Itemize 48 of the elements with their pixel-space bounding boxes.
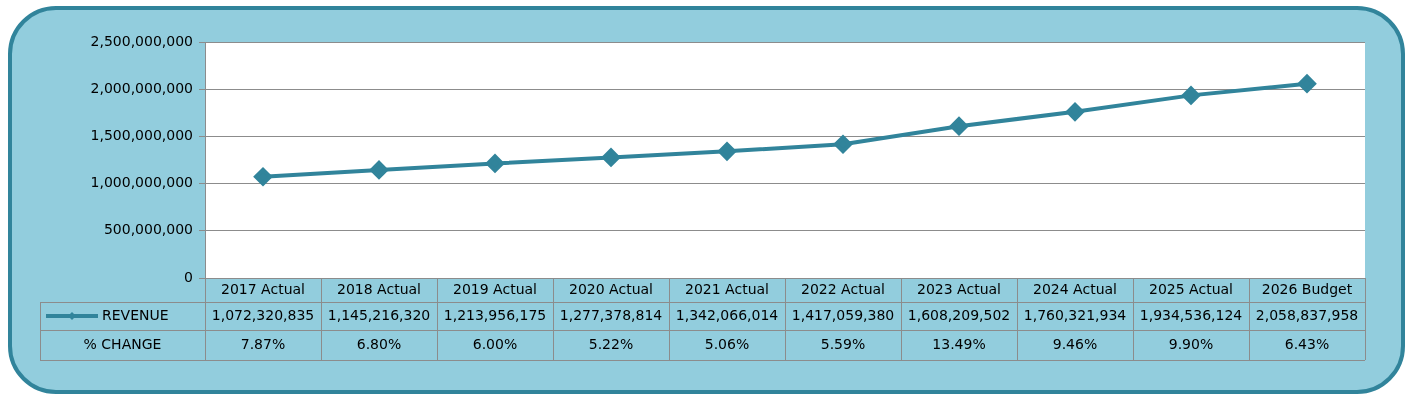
y-tick-label: 2,500,000,000: [90, 32, 193, 49]
x-tick-label: 2026 Budget: [1261, 281, 1353, 298]
point: [370, 160, 388, 179]
x-tick-label: 2024 Actual: [1033, 281, 1117, 298]
x-tick-label: 2025 Actual: [1149, 281, 1233, 298]
y-tick-label: 0: [184, 268, 193, 285]
data-label: 1,608,209,502: [907, 306, 1011, 323]
x-tick-label: 2023 Actual: [917, 281, 1001, 298]
point: [602, 148, 620, 167]
point: [718, 142, 736, 161]
point: [950, 117, 968, 136]
text: 6.00%: [472, 335, 518, 352]
text: 5.22%: [588, 335, 634, 352]
point: [1066, 102, 1084, 121]
y-tick-label: 2,000,000,000: [90, 79, 193, 96]
text: % CHANGE: [83, 335, 162, 352]
data-label: 1,417,059,380: [791, 306, 895, 323]
data-label: 1,342,066,014: [675, 306, 779, 323]
data-label: 1,072,320,835: [211, 306, 315, 323]
text: 5.59%: [820, 335, 866, 352]
text: 6.80%: [356, 335, 402, 352]
point: [254, 167, 272, 186]
point: [486, 154, 504, 173]
y-tick-label: 1,500,000,000: [90, 127, 193, 144]
y-tick-label: 500,000,000: [103, 221, 193, 238]
data-label: 1,760,321,934: [1023, 306, 1127, 323]
x-tick-label: 2020 Actual: [569, 281, 653, 298]
text: 9.46%: [1052, 335, 1098, 352]
x-tick-label: 2021 Actual: [685, 281, 769, 298]
text: 7.87%: [240, 335, 286, 352]
data-label: 1,145,216,320: [327, 306, 431, 323]
x-tick-label: 2017 Actual: [221, 281, 305, 298]
point: [834, 135, 852, 154]
legend-label: REVENUE: [102, 306, 169, 323]
y-tick-label: 1,000,000,000: [90, 174, 193, 191]
text: 9.90%: [1168, 335, 1214, 352]
x-tick-label: 2022 Actual: [801, 281, 885, 298]
x-tick-label: 2019 Actual: [453, 281, 537, 298]
data-label: 1,934,536,124: [1139, 306, 1243, 323]
data-label: 1,213,956,175: [443, 306, 547, 323]
data-label: 2,058,837,958: [1255, 306, 1359, 323]
point: [1298, 74, 1316, 93]
text: 5.06%: [704, 335, 750, 352]
text: 6.43%: [1284, 335, 1330, 352]
data-label: 1,277,378,814: [559, 306, 663, 323]
point: [1182, 86, 1200, 105]
x-tick-label: 2018 Actual: [337, 281, 421, 298]
text: 13.49%: [932, 335, 986, 352]
